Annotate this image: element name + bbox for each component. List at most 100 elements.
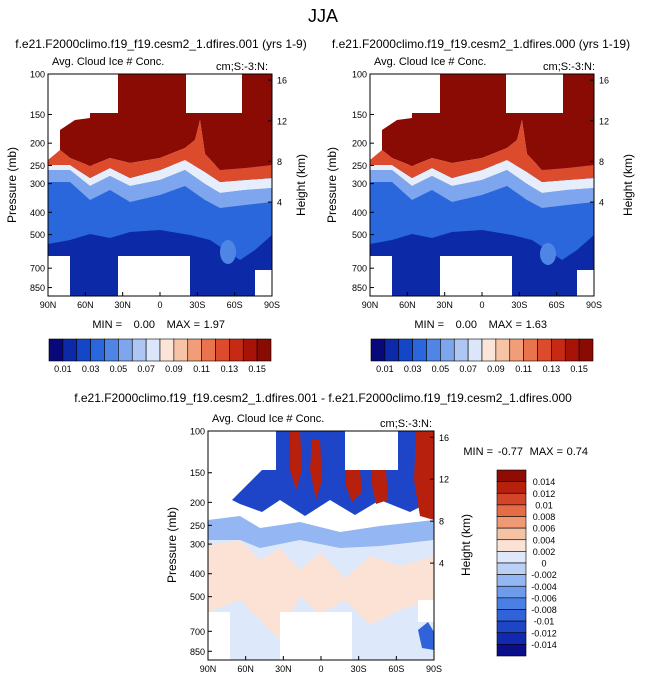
left-panel-colorbar-swatch [215,338,230,362]
right-panel-colorbar-swatch [564,338,580,362]
left-panel-field-blue-mid [48,176,272,260]
diff-panel-ylabel: Pressure (mb) [165,507,179,583]
diff-panel-pressure-tick-label: 700 [190,627,205,637]
left-panel-pressure-tick-label: 150 [30,110,45,120]
diff-panel-min-value: -0.77 [498,446,523,458]
right-panel-field-white-band [370,160,594,193]
left-panel-height-tick-label: 4 [277,198,282,208]
diff-panel-height-tick-label: 16 [439,433,449,443]
diff-panel-missing-data [208,470,232,500]
left-panel-pressure-tick-label: 250 [30,161,45,171]
diff-panel-colorbar-label: -0.012 [531,628,557,638]
diff-panel-x-tick-label: 90N [200,664,217,674]
right-panel-field-maximum-core [540,243,556,265]
left-panel-x-tick-label: 30S [189,300,205,310]
diff-panel-colorbar-swatch [496,597,527,610]
right-panel-missing-data [577,270,594,296]
left-panel-pressure-tick-label: 500 [30,230,45,240]
right-panel-colorbar-label: 0.05 [432,364,450,374]
diff-panel-field-blue-strip [208,516,434,548]
diff-panel-pressure-tick-label: 100 [190,427,205,437]
diff-panel-colorbar-label: -0.002 [531,570,557,580]
diff-panel-missing-data [208,431,276,470]
diff-panel-colorbar-label: 0.008 [533,512,556,522]
diff-panel-colorbar-swatch [496,481,527,494]
diff-panel-pressure-tick-label: 250 [190,521,205,531]
right-panel-colorbar-label: 0.09 [487,364,505,374]
diff-panel-pressure-tick-label: 850 [190,647,205,657]
diff-panel-colorbar-swatch [496,527,527,541]
right-panel-pressure-tick-label: 850 [352,283,367,293]
diff-panel-x-tick-label: 30N [275,664,292,674]
right-panel-colorbar-label: 0.07 [459,364,477,374]
right-panel-pressure-tick-label: 200 [352,139,367,149]
diff-panel-x-tick-label: 0 [318,664,323,674]
left-panel-colorbar-swatch [62,338,78,362]
left-panel-colorbar-label: 0.05 [110,364,128,374]
right-panel-height-tick-label: 4 [599,198,604,208]
right-panel-colorbar-swatch [481,338,497,362]
left-panel-ylabel: Pressure (mb) [5,147,19,223]
diff-panel-missing-data [208,612,230,660]
diff-panel-colorbar: 0.0140.0120.010.0080.0060.0040.0020-0.00… [496,469,557,657]
right-panel-height-ticks: 16 12 8 4 [590,76,609,208]
left-panel-colorbar-swatch [48,338,64,362]
right-panel-pressure-tick-label: 500 [352,230,367,240]
right-panel-x-tick-label: 60S [549,300,565,310]
left-panel-pressure-tick-label: 400 [30,208,45,218]
left-panel-height-ticks: 16 12 8 4 [268,76,287,208]
left-panel-colorbar-label: 0.09 [165,364,183,374]
diff-panel-field-blue-spot [418,622,434,650]
diff-panel-colorbar-label: -0.014 [531,640,557,650]
diff-panel-missing-data [345,431,398,470]
left-panel-height-tick-label: 8 [277,157,282,167]
left-panel-max-label: MAX = [167,319,200,331]
diff-panel-missing-data [280,612,352,660]
right-panel-colorbar-swatch [551,338,566,362]
right-panel-variable: Avg. Cloud Ice # Conc. [374,56,486,68]
diff-panel-colorbar-label: -0.008 [531,605,557,615]
diff-panel-colorbar-swatch [496,609,527,622]
left-panel-colorbar-label: 0.15 [248,364,266,374]
right-panel-ylabel: Pressure (mb) [325,147,339,223]
right-panel-colorbar-label: 0.03 [404,364,422,374]
left-panel-missing-data [118,256,190,296]
left-panel-colorbar-swatch [242,338,258,362]
diff-panel-variable: Avg. Cloud Ice # Conc. [212,413,324,425]
left-panel-colorbar-swatch [173,338,189,362]
diff-panel-x-ticks: 90N 60N 30N 0 30S 60S 90S [200,656,442,674]
right-panel-x-tick-label: 60N [399,300,416,310]
right-panel-colorbar-swatch [467,338,483,362]
right-panel-height-tick-label: 16 [599,76,609,86]
diff-panel-x-tick-label: 60S [388,664,404,674]
diff-panel-height-tick-label: 12 [439,475,449,485]
right-panel-field-blue-mid [370,176,594,260]
diff-panel-pressure-tick-label: 500 [190,592,205,602]
left-panel-colorbar-swatch [201,338,216,362]
right-panel-colorbar-swatch [426,338,441,362]
right-panel-title: f.e21.F2000climo.f19_f19.cesm2_1.dfires.… [332,37,630,51]
left-panel-missing-data [255,270,272,296]
diff-panel-colorbar-label: -0.01 [534,617,555,627]
left-panel-pressure-ticks: 100 150 200 250 300 400 500 700 850 [30,70,52,293]
left-panel-plot [48,74,272,296]
diff-panel-colorbar-swatch [496,632,527,645]
main-title: JJA [308,6,338,26]
right-panel: f.e21.F2000climo.f19_f19.cesm2_1.dfires.… [325,37,635,374]
diff-panel-colorbar-swatch [496,620,527,634]
left-panel-colorbar-swatch [104,338,119,362]
left-panel-x-ticks: 90N 60N 30N 0 30S 60S 90S [40,292,280,310]
left-panel-max-value: 1.97 [204,319,225,331]
right-panel-pressure-tick-label: 250 [352,161,367,171]
diff-panel-height-tick-label: 4 [439,559,444,569]
diff-panel-colorbar-label: 0.014 [533,477,556,487]
right-panel-min-label: MIN = [414,319,444,331]
right-panel-pressure-ticks: 100 150 200 250 300 400 500 700 850 [352,70,374,293]
diff-panel-pressure-tick-label: 150 [190,468,205,478]
diff-panel-colorbar-label: 0.004 [533,535,556,545]
left-panel-colorbar-label: 0.07 [137,364,155,374]
left-panel-colorbar-swatch [145,338,161,362]
left-panel-x-tick-label: 90S [264,300,280,310]
left-panel-min-value: 0.00 [134,319,155,331]
